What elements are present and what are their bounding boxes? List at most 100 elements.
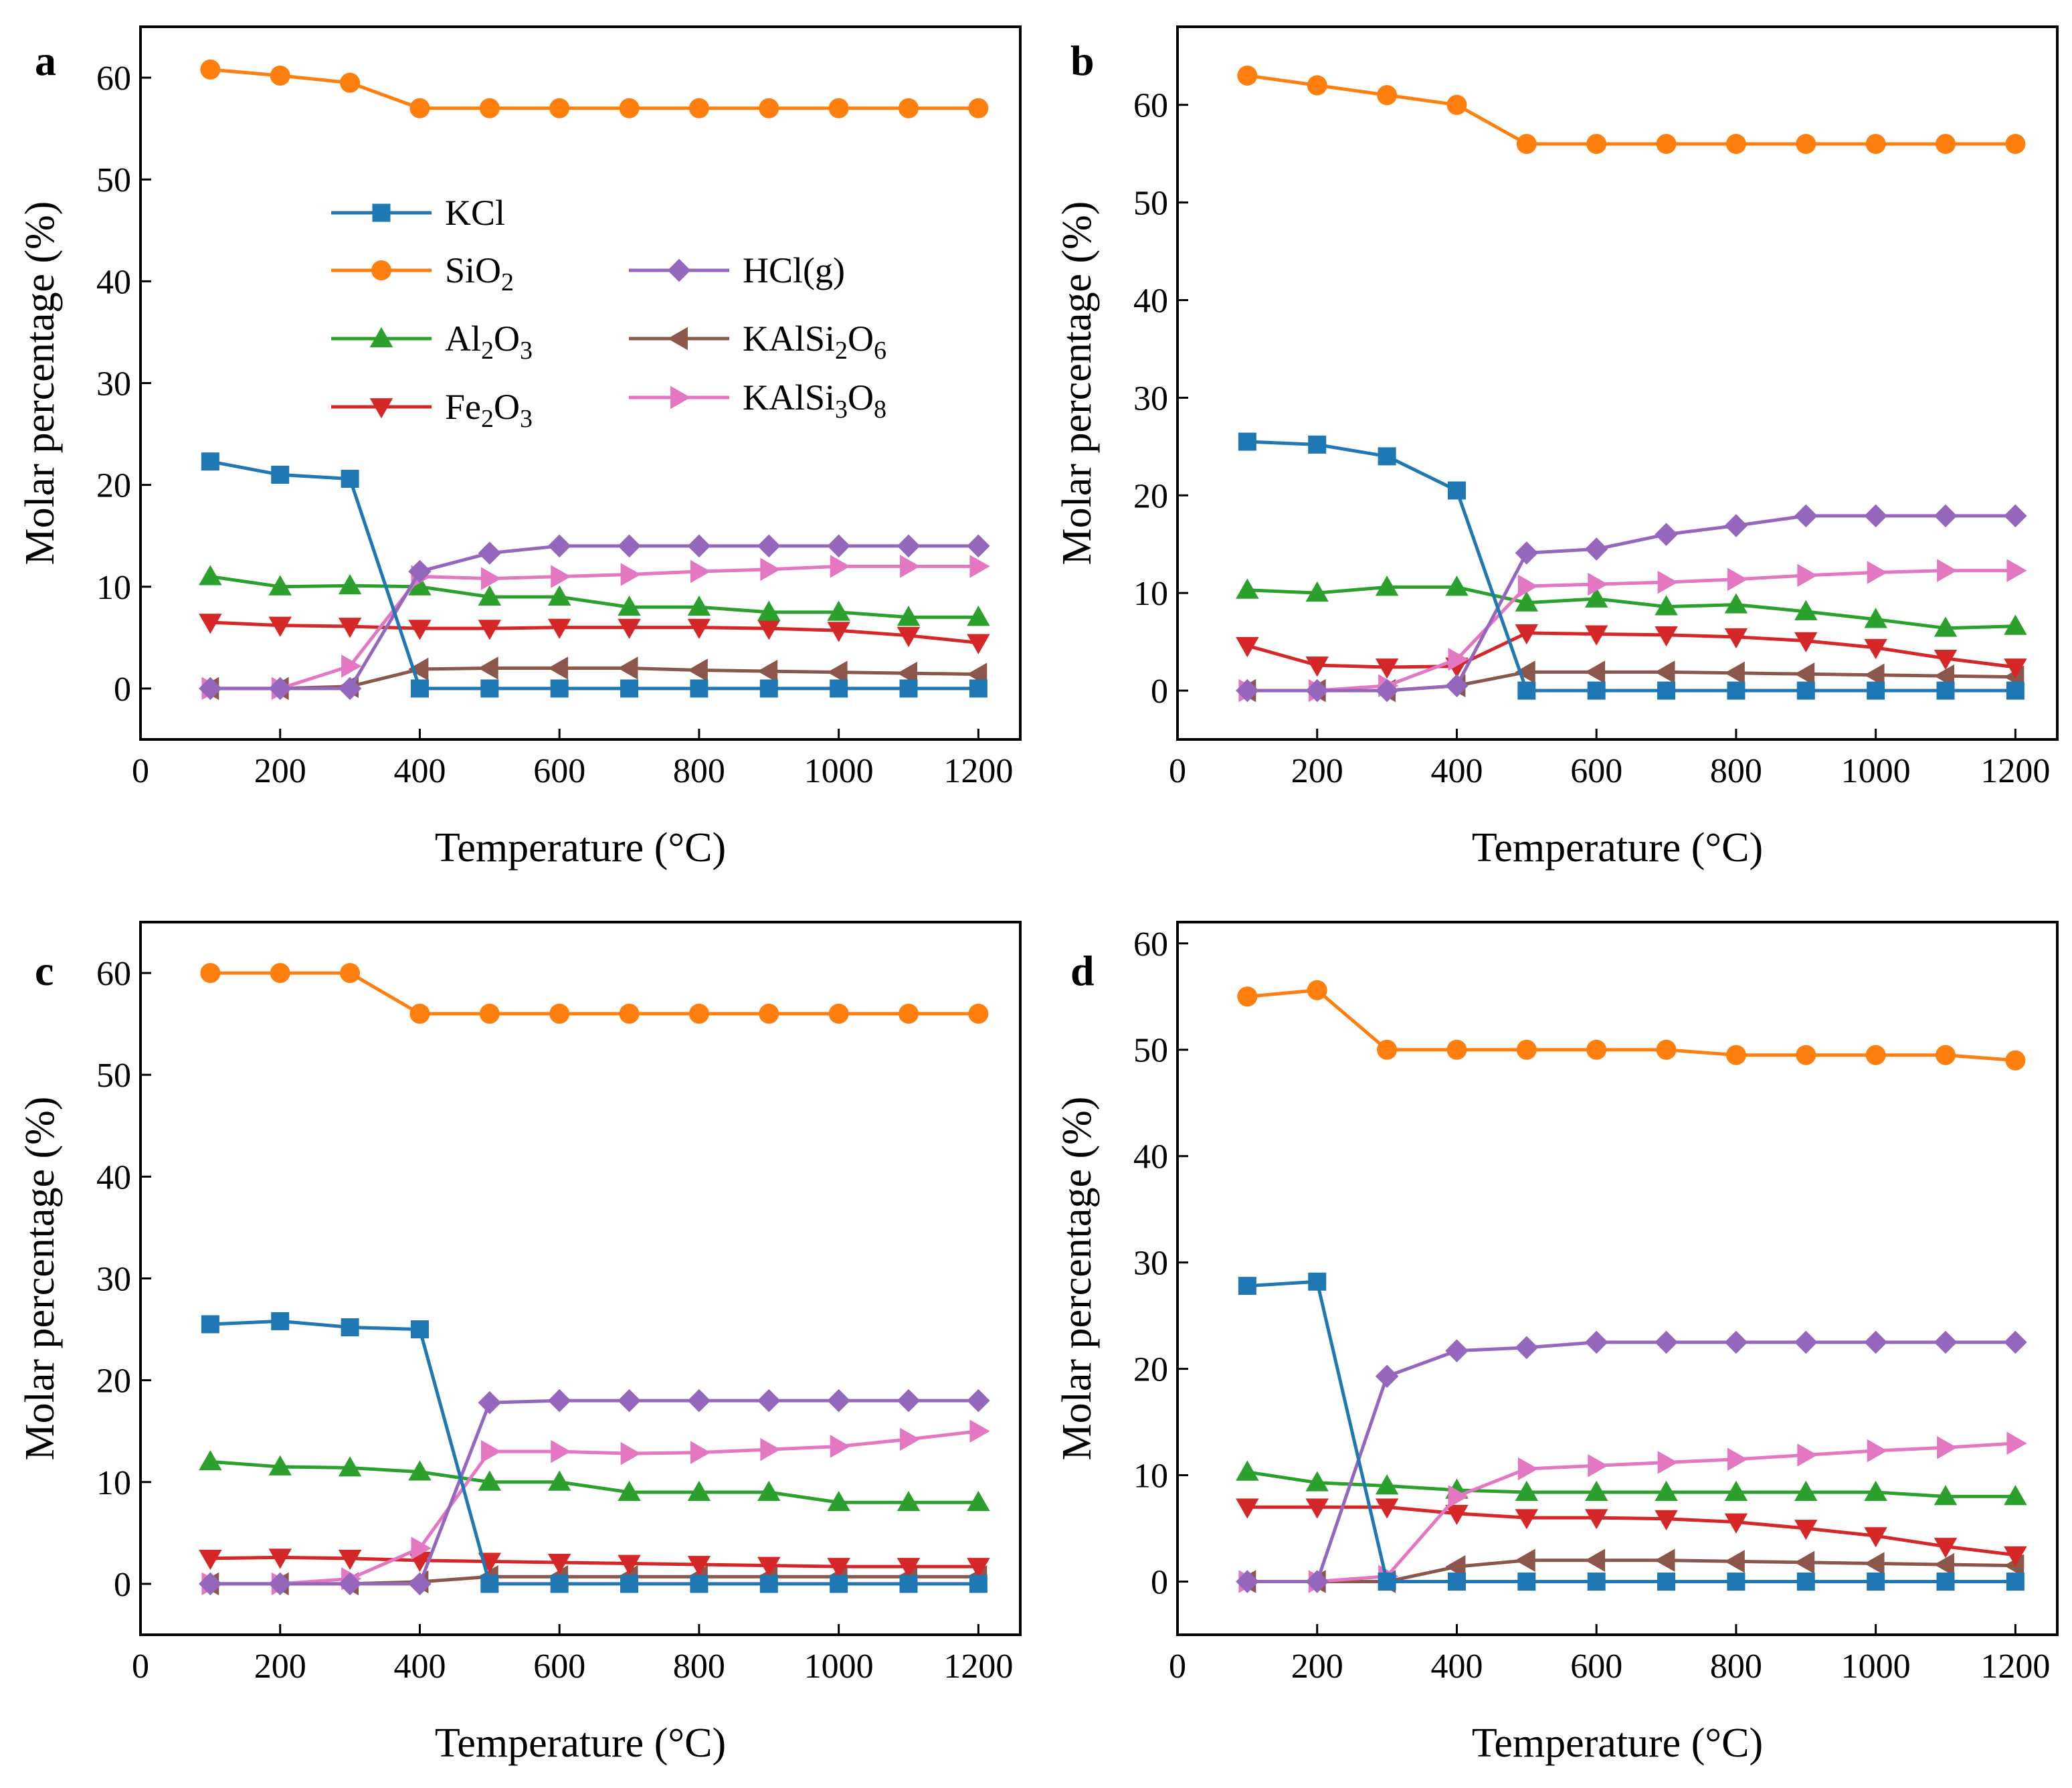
series-line	[1247, 1279, 2016, 1584]
data-point	[478, 585, 502, 606]
data-point	[1937, 559, 1958, 582]
data-point	[1375, 1474, 1399, 1495]
data-point	[1447, 481, 1466, 500]
series-line	[1246, 631, 2016, 669]
data-point	[1724, 1330, 1748, 1354]
legend: KCl SiO2 Al2O3 Fe2O3 HCl(g) KAlSi2O6 KAlSi3O8	[331, 193, 886, 433]
series-line	[1247, 569, 2016, 693]
data-point	[969, 1575, 987, 1593]
data-point	[547, 656, 569, 680]
x-tick-label: 600	[533, 752, 585, 790]
data-point	[830, 679, 848, 698]
panel-label: d	[1070, 947, 1095, 994]
data-point	[1657, 570, 1678, 594]
y-tick-label: 20	[96, 1362, 131, 1401]
legend-marker	[369, 398, 393, 419]
data-point	[760, 1437, 781, 1461]
data-point	[1588, 1454, 1608, 1478]
x-tick-label: 600	[533, 1647, 585, 1686]
data-point	[547, 534, 571, 558]
legend-item: KAlSi2O6	[629, 319, 886, 365]
y-tick-label: 60	[96, 955, 131, 993]
x-tick-label: 0	[132, 1647, 149, 1686]
data-point	[1724, 661, 1745, 685]
data-point	[1515, 541, 1539, 565]
data-point	[1378, 447, 1396, 466]
series-line	[210, 666, 979, 691]
data-point	[690, 559, 711, 584]
data-point	[2006, 681, 2024, 700]
series-sio2	[200, 59, 989, 118]
data-point	[1794, 662, 1815, 686]
data-point	[619, 98, 640, 118]
data-point	[2004, 1485, 2027, 1506]
series-kalsi3o8	[1238, 559, 2027, 703]
data-point	[1864, 1480, 1887, 1501]
legend-marker	[372, 203, 391, 222]
data-point	[1446, 1039, 1467, 1060]
data-point	[1934, 1485, 1958, 1506]
legend-label: Fe2O3	[445, 387, 533, 433]
data-point	[1936, 134, 1956, 155]
data-point	[1375, 658, 1399, 679]
data-point	[550, 679, 569, 698]
plot-frame	[139, 25, 1022, 741]
data-point	[1305, 1570, 1329, 1593]
data-point	[1655, 626, 1678, 647]
legend-label: KAlSi2O6	[743, 319, 886, 365]
data-point	[1796, 681, 1815, 700]
series-sio2	[1237, 65, 2026, 155]
data-point	[1305, 581, 1329, 602]
panel-label: a	[35, 37, 56, 84]
data-point	[899, 1575, 918, 1593]
series-line	[210, 1319, 979, 1586]
data-point	[1864, 1552, 1885, 1575]
data-point	[547, 618, 571, 639]
x-axis-title: Temperature (°C)	[1472, 1720, 1763, 1766]
data-point	[1655, 660, 1675, 684]
data-point	[1236, 1460, 1259, 1481]
series-hcl-g-	[1236, 1330, 2027, 1593]
data-point	[1587, 681, 1606, 700]
data-point	[547, 1389, 571, 1413]
data-point	[1305, 679, 1329, 703]
data-point	[1724, 1513, 1748, 1534]
legend-label: Al2O3	[445, 319, 533, 365]
legend-item: SiO2	[331, 250, 514, 296]
series-line	[1247, 74, 2016, 146]
data-point	[1727, 681, 1746, 700]
x-tick-label: 0	[1169, 752, 1186, 790]
data-point	[827, 534, 850, 558]
data-point	[830, 1435, 850, 1458]
data-point	[1378, 1573, 1396, 1591]
data-point	[759, 1003, 779, 1024]
data-point	[2005, 134, 2026, 155]
data-point	[1865, 1045, 1886, 1065]
plot-frame	[1176, 921, 2059, 1636]
data-point	[1588, 572, 1608, 596]
data-point	[1445, 674, 1469, 698]
data-point	[1867, 561, 1887, 584]
data-point	[1657, 1451, 1678, 1474]
data-point	[897, 606, 921, 626]
data-point	[1236, 637, 1259, 658]
x-tick-label: 1000	[804, 1647, 874, 1686]
series-hcl-g-	[1236, 504, 2027, 703]
data-point	[1236, 578, 1259, 599]
data-point	[1515, 1509, 1539, 1530]
data-point	[1517, 574, 1539, 598]
data-point	[687, 1480, 711, 1501]
data-point	[411, 1536, 432, 1560]
data-point	[1797, 563, 1818, 588]
y-tick-label: 10	[96, 1464, 131, 1502]
data-point	[1867, 681, 1885, 700]
series-al2o3	[1236, 575, 2027, 637]
data-point	[1655, 1548, 1675, 1572]
data-point	[2006, 559, 2027, 582]
data-point	[899, 679, 918, 698]
data-point	[759, 679, 778, 698]
panel-c: c 0 200 400 600 800 1000 1200 0 10 20 30 40 50 60 Tempe…	[17, 921, 1022, 1766]
data-point	[968, 98, 989, 118]
data-point	[1516, 134, 1537, 155]
data-point	[409, 98, 430, 118]
